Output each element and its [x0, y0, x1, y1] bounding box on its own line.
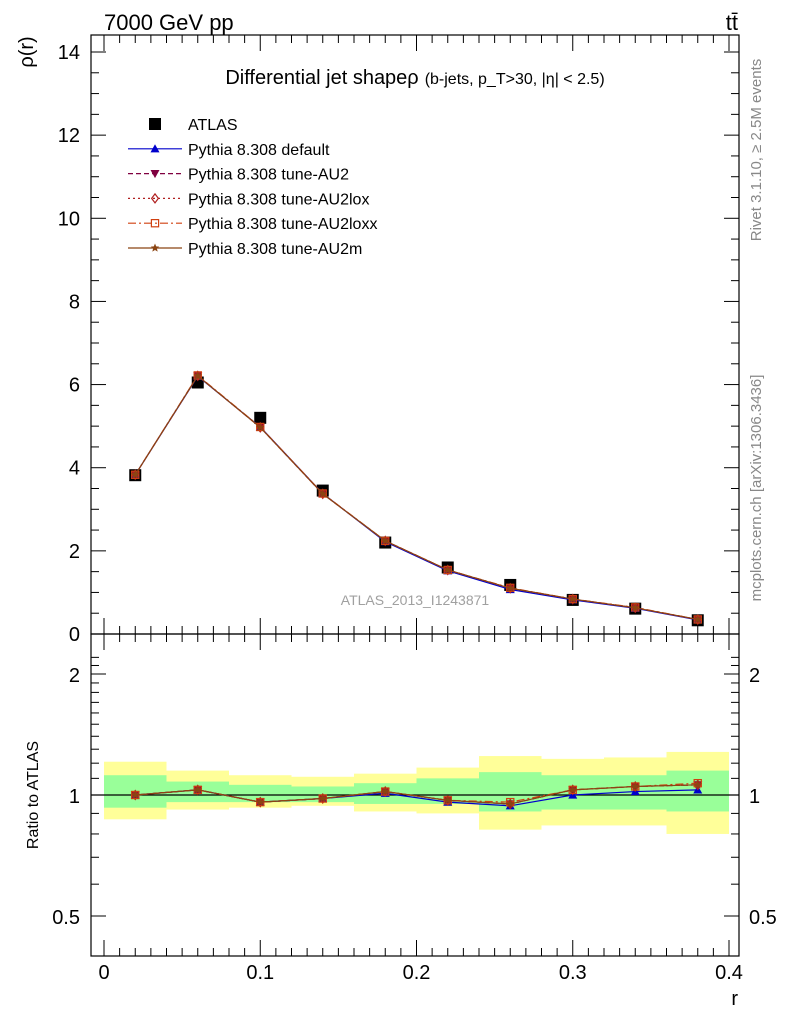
main-point-pythia-8-308-tune-au2m: [443, 565, 453, 574]
main-point-pythia-8-308-tune-au2m: [693, 614, 703, 624]
ratio-point-pythia-8-308-tune-au2m: [568, 785, 578, 794]
ratio-point-pythia-8-308-tune-au2m: [505, 799, 515, 808]
analysis-watermark: ATLAS_2013_I1243871: [341, 592, 490, 608]
legend: ATLAS Pythia 8.308 default Pythia 8.308 tu…: [128, 117, 377, 258]
legend-marker-pythia-8-308-default: [150, 144, 160, 153]
x-tick-label: 0: [98, 962, 109, 984]
main-point-pythia-8-308-tune-au2m: [193, 371, 203, 380]
main-series-line-pythia-8-308-tune-au2: [134, 374, 698, 621]
main-y-tick-label: 2: [69, 541, 80, 563]
ratio-plot-content: 0.5 0.5 1 1 2 2 0 0.1 0.2 0.3 0.4: [52, 634, 777, 984]
ratio-point-pythia-8-308-tune-au2m: [193, 785, 203, 794]
main-y-tick-label: 8: [69, 291, 80, 313]
ratio-y-tick-label: 0.5: [52, 907, 80, 929]
legend-label-pythia-8-308-default: Pythia 8.308 default: [188, 142, 330, 159]
ratio-point-pythia-8-308-tune-au2m: [630, 781, 640, 791]
x-tick-label: 0.1: [246, 962, 274, 984]
ratio-point-pythia-8-308-tune-au2m: [693, 780, 703, 789]
main-point-pythia-8-308-tune-au2m: [568, 594, 578, 603]
chart-title: Differential jet shapeρ (b-jets, p_T>30, …: [225, 67, 604, 89]
chart-title-main: Differential jet shapeρ: [225, 67, 418, 89]
main-series-line-pythia-8-308-tune-au2m: [134, 374, 698, 621]
ratio-y-tick-label-right: 1: [749, 786, 760, 808]
ratio-plot-panel: 0.5 0.5 1 1 2 2 0 0.1 0.2 0.3 0.4 Ratio to ATLAS r: [25, 633, 777, 1010]
mcplots-label: mcplots.cern.ch [arXiv:1306.3436]: [748, 375, 765, 602]
ratio-y-tick-label: 1: [69, 786, 80, 808]
legend-marker-pythia-8-308-tune-au2: [150, 170, 160, 179]
ratio-point-pythia-8-308-tune-au2m: [380, 787, 390, 796]
main-y-tick-label: 14: [58, 42, 80, 64]
main-y-axis-label: ρ(r): [16, 36, 38, 67]
main-y-tick-label: 12: [58, 125, 80, 147]
x-tick-label: 0.4: [715, 962, 743, 984]
ratio-plot-frame: [90, 633, 740, 957]
x-tick-label: 0.2: [403, 962, 431, 984]
legend-label-pythia-8-308-tune-au2: Pythia 8.308 tune-AU2: [188, 167, 349, 184]
main-point-pythia-8-308-tune-au2m: [380, 536, 390, 545]
main-plot-panel: 0 2 4 6 8 10 12 14 ρ(r) Differential jet shapeρ…: [16, 34, 740, 646]
main-point-pythia-8-308-tune-au2m: [130, 470, 140, 479]
main-y-tick-label: 6: [69, 375, 80, 397]
legend-marker-pythia-8-308-tune-au2lox: [150, 192, 160, 204]
main-point-pythia-8-308-tune-au2m: [505, 583, 515, 592]
main-point-pythia-8-308-tune-au2m: [630, 603, 640, 612]
ratio-point-pythia-8-308-tune-au2m: [443, 795, 453, 804]
ratio-series-line-pythia-8-308-tune-au2m: [135, 784, 698, 805]
ratio-y-tick-label-right: 2: [749, 665, 760, 687]
x-tick-label: 0.3: [559, 962, 587, 984]
main-y-tick-label: 0: [69, 624, 80, 646]
ratio-y-tick-label-right: 0.5: [749, 907, 777, 929]
process-label: tt̄: [726, 10, 738, 35]
main-plot-content: 0 2 4 6 8 10 12 14: [58, 35, 739, 646]
main-point-pythia-8-308-tune-au2m: [255, 422, 265, 432]
main-series-line-pythia-8-308-tune-au2loxx: [134, 374, 698, 621]
legend-marker-pythia-8-308-tune-au2loxx: [150, 219, 160, 228]
main-y-tick-label: 4: [69, 458, 80, 480]
ratio-point-pythia-8-308-tune-au2m: [130, 790, 140, 799]
ratio-band-inner: [229, 784, 292, 803]
ratio-point-pythia-8-308-tune-au2m: [318, 794, 328, 803]
legend-marker-atlas: [149, 118, 161, 130]
main-y-tick-label: 10: [58, 208, 80, 230]
legend-label-pythia-8-308-tune-au2m: Pythia 8.308 tune-AU2m: [188, 241, 362, 258]
legend-marker-pythia-8-308-tune-au2m: [150, 243, 160, 252]
ratio-y-axis-label: Ratio to ATLAS: [25, 741, 42, 849]
main-point-atlas: [254, 411, 267, 424]
chart-title-subtitle: (b-jets, p_T>30, |η| < 2.5): [425, 71, 605, 88]
legend-label-atlas: ATLAS: [188, 117, 238, 134]
x-axis-label: r: [731, 988, 738, 1010]
beam-label: 7000 GeV pp: [104, 10, 234, 35]
legend-label-pythia-8-308-tune-au2lox: Pythia 8.308 tune-AU2lox: [188, 191, 369, 208]
main-series-line-pythia-8-308-default: [134, 375, 698, 621]
legend-label-pythia-8-308-tune-au2loxx: Pythia 8.308 tune-AU2loxx: [188, 216, 377, 233]
ratio-point-pythia-8-308-tune-au2m: [255, 797, 265, 806]
ratio-y-tick-label: 2: [69, 665, 80, 687]
rivet-label: Rivet 3.1.10, ≥ 2.5M events: [748, 59, 765, 242]
main-series-line-pythia-8-308-tune-au2lox: [134, 374, 698, 621]
main-point-pythia-8-308-tune-au2m: [318, 489, 328, 498]
